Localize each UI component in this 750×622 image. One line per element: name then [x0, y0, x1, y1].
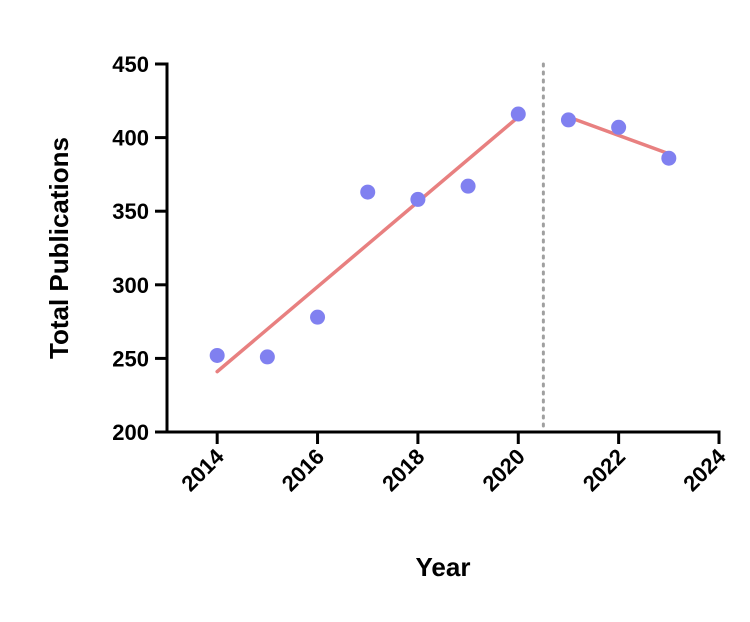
- data-point: [560, 112, 576, 128]
- y-tick-label: 250: [112, 346, 149, 371]
- data-point: [360, 184, 376, 200]
- y-tick-label: 350: [112, 199, 149, 224]
- data-point: [259, 349, 275, 365]
- data-point: [310, 309, 326, 325]
- x-tick-label: 2022: [578, 444, 630, 496]
- data-point: [209, 347, 225, 363]
- x-tick-label: 2018: [377, 444, 429, 496]
- y-tick-label: 200: [112, 420, 149, 445]
- x-tick-label: 2020: [478, 444, 530, 496]
- x-tick-label: 2024: [678, 443, 731, 496]
- y-axis-title: Total Publications: [44, 137, 74, 359]
- x-tick-label: 2014: [176, 443, 229, 496]
- axes-layer: [165, 62, 721, 434]
- y-ticks: 200 250 300 350 400 450: [112, 52, 167, 445]
- data-point: [410, 191, 426, 207]
- y-tick-label: 450: [112, 52, 149, 77]
- data-point: [661, 150, 677, 166]
- points-layer: [209, 106, 677, 365]
- trend-layer: [215, 115, 671, 374]
- y-tick-label: 300: [112, 273, 149, 298]
- x-tick-label: 2016: [277, 444, 329, 496]
- x-ticks: 2014 2016 2018 2020 2022 2024: [176, 432, 731, 496]
- data-point: [611, 119, 627, 135]
- data-point: [510, 106, 526, 122]
- trend-line: [215, 115, 521, 374]
- x-axis-title: Year: [416, 552, 471, 582]
- y-tick-label: 400: [112, 126, 149, 151]
- data-point: [460, 178, 476, 194]
- trend-line: [566, 115, 671, 156]
